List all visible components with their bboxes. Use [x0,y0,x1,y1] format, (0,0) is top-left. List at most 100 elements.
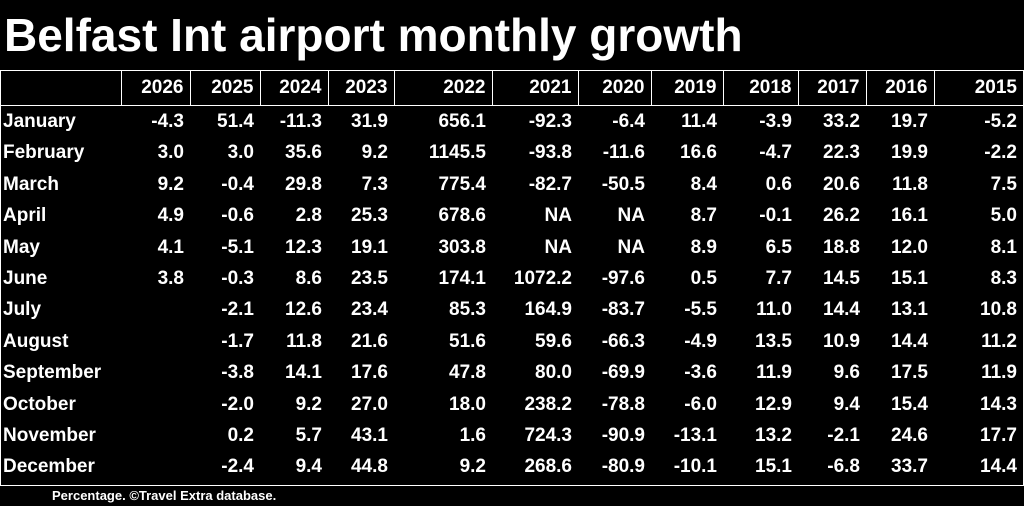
cell-october-2024: 9.2 [295,393,322,415]
cell-october-2020: -78.8 [601,393,645,415]
cell-february-2015: -2.2 [984,142,1017,164]
column-header-2017: 2017 [798,71,867,106]
cell-may-2018: 6.5 [765,236,792,258]
table-row: November 0.2 5.7 43.1 1.6 724.3 -90.9 -13.1 13.2… [1,420,1023,451]
cell-august-2016: 14.4 [891,330,928,352]
cell-april-2015: 5.0 [990,205,1017,227]
cell-december-2026 [121,451,190,482]
cell-august-2026 [121,326,190,357]
column-header-2018: 2018 [723,71,799,106]
cell-may-2025: -5.1 [221,236,254,258]
cell-august-2021: 59.6 [535,330,572,352]
table-row: June 3.8 -0.3 8.6 23.5 174.1 1072.2 -97.6 0.5 7.7… [1,263,1023,294]
cell-november-2026 [121,420,190,451]
cell-september-2024: 14.1 [285,362,322,384]
cell-march-2022: 775.4 [438,173,486,195]
cell-january-2025: 51.4 [217,111,254,132]
cell-november-2017: -2.1 [827,425,860,447]
cell-june-2020: -97.6 [601,268,645,290]
cell-march-2024: 29.8 [285,173,322,195]
cell-november-2021: 724.3 [524,425,572,447]
cell-february-2025: 3.0 [227,142,254,164]
cell-july-2016: 13.1 [891,299,928,321]
cell-october-2021: 238.2 [524,393,572,415]
cell-july-2015: 10.8 [980,299,1017,321]
cell-march-2021: -82.7 [528,173,572,195]
cell-august-2020: -66.3 [601,330,645,352]
table-row: May 4.1 -5.1 12.3 19.1 303.8 NA NA 8.9 6.5 18.8 12.… [1,232,1023,263]
row-label-august: August [3,330,69,352]
cell-january-2015: -5.2 [984,111,1017,132]
cell-february-2023: 9.2 [361,142,388,164]
cell-november-2024: 5.7 [295,425,322,447]
cell-december-2017: -6.8 [827,456,860,478]
cell-february-2016: 19.9 [891,142,928,164]
cell-january-2021: -92.3 [528,111,572,132]
column-header-2024: 2024 [260,71,329,106]
table-row: March 9.2 -0.4 29.8 7.3 775.4 -82.7 -50.5 8.4 0.6… [1,169,1023,200]
cell-april-2025: -0.6 [221,205,254,227]
column-header-2021: 2021 [492,71,579,106]
cell-march-2017: 20.6 [823,173,860,195]
cell-october-2019: -6.0 [684,393,717,415]
column-header-2019: 2019 [651,71,724,106]
table-row: February 3.0 3.0 35.6 9.2 1145.5 -93.8 -11.6 16.… [1,137,1023,168]
cell-may-2015: 8.1 [990,236,1017,258]
cell-august-2017: 10.9 [823,330,860,352]
row-label-january: January [3,111,76,132]
cell-may-2026: 4.1 [157,236,184,258]
cell-march-2019: 8.4 [690,173,717,195]
cell-april-2026: 4.9 [157,205,184,227]
table-row: August -1.7 11.8 21.6 51.6 59.6 -66.3 -4.9 13.5 1… [1,326,1023,357]
cell-december-2019: -10.1 [673,456,717,478]
table-body: January -4.3 51.4 -11.3 31.9 656.1 -92.3 -6.4 11… [1,106,1023,483]
column-header-2022: 2022 [394,71,493,106]
page-title: Belfast Int airport monthly growth [4,9,743,61]
cell-january-2024: -11.3 [279,111,322,132]
cell-november-2025: 0.2 [227,425,254,447]
cell-june-2017: 14.5 [823,268,860,290]
cell-january-2020: -6.4 [612,111,645,132]
cell-may-2021: NA [544,236,572,258]
cell-august-2019: -4.9 [684,330,717,352]
cell-august-2023: 21.6 [351,330,388,352]
cell-july-2025: -2.1 [221,299,254,321]
column-header-2016: 2016 [866,71,935,106]
cell-december-2024: 9.4 [295,456,322,478]
cell-january-2019: 11.4 [681,111,717,132]
table-row: July -2.1 12.6 23.4 85.3 164.9 -83.7 -5.5 11.0 14… [1,294,1023,325]
cell-april-2018: -0.1 [759,205,792,227]
cell-june-2026: 3.8 [157,268,184,290]
cell-august-2024: 11.8 [286,330,322,352]
cell-july-2021: 164.9 [524,299,572,321]
cell-january-2023: 31.9 [351,111,388,132]
cell-january-2016: 19.7 [891,111,928,132]
cell-september-2026 [121,357,190,388]
cell-march-2020: -50.5 [601,173,645,195]
cell-july-2019: -5.5 [684,299,717,321]
cell-october-2018: 12.9 [755,393,792,415]
cell-february-2022: 1145.5 [428,142,486,164]
column-header-2025: 2025 [190,71,261,106]
cell-november-2015: 17.7 [980,425,1017,447]
cell-march-2023: 7.3 [361,173,388,195]
cell-may-2019: 8.9 [690,236,717,258]
cell-january-2022: 656.1 [438,111,486,132]
table-row: January -4.3 51.4 -11.3 31.9 656.1 -92.3 -6.4 11… [1,106,1023,138]
cell-february-2021: -93.8 [528,142,572,164]
cell-october-2015: 14.3 [980,393,1017,415]
cell-june-2022: 174.1 [438,268,486,290]
cell-february-2024: 35.6 [285,142,322,164]
table-row: April 4.9 -0.6 2.8 25.3 678.6 NA NA 8.7 -0.1 26.2 1… [1,200,1023,231]
row-label-march: March [3,173,59,195]
cell-december-2021: 268.6 [524,456,572,478]
cell-august-2022: 51.6 [449,330,486,352]
cell-may-2020: NA [617,236,645,258]
cell-june-2018: 7.7 [765,268,792,290]
cell-september-2023: 17.6 [351,362,388,384]
cell-september-2020: -69.9 [601,362,645,384]
row-label-september: September [3,362,102,384]
cell-july-2018: 11.0 [756,299,792,321]
cell-march-2025: -0.4 [221,173,254,195]
cell-august-2025: -1.7 [221,330,254,352]
